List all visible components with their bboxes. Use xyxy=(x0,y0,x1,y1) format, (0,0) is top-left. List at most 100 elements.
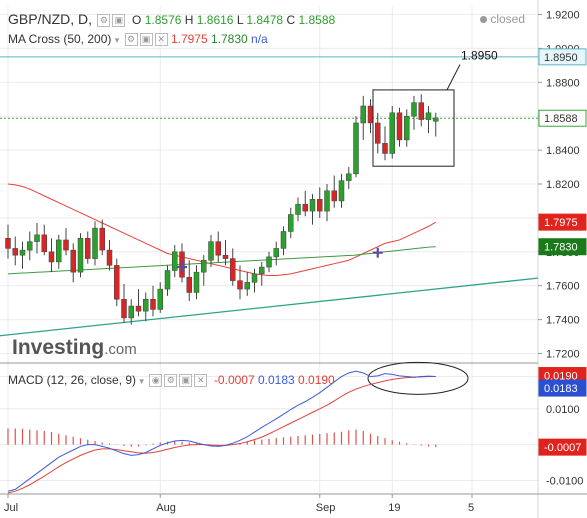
macd-signal-line xyxy=(7,376,436,494)
candle xyxy=(172,245,178,278)
candle xyxy=(375,112,381,154)
close-label: C xyxy=(286,13,296,27)
candle-body xyxy=(425,112,432,120)
ma-settings-icon[interactable]: ⚙ xyxy=(124,33,138,47)
ma-style-icon[interactable]: ▣ xyxy=(139,33,153,47)
price-tick-label: 1.9200 xyxy=(546,9,580,21)
candle-body xyxy=(396,112,403,141)
macd-hist-value: -0.0007 xyxy=(213,373,255,387)
open-label: O xyxy=(132,13,142,27)
candle xyxy=(411,95,417,130)
candle-body xyxy=(56,239,62,263)
candle xyxy=(237,265,243,300)
ma-name: MA Cross (50, 200) xyxy=(8,32,112,46)
highlight-ellipse[interactable] xyxy=(367,361,469,395)
candle-body xyxy=(92,227,98,259)
trendline-segment[interactable] xyxy=(0,277,539,337)
svg-text:0.0190: 0.0190 xyxy=(544,371,578,383)
candle-body xyxy=(164,270,171,290)
candle-body xyxy=(411,102,417,117)
price-tick-label: 1.8200 xyxy=(546,179,580,191)
ma-cross-marker xyxy=(177,262,187,273)
status-dot-icon xyxy=(480,16,487,23)
candle-body xyxy=(172,251,178,271)
candle xyxy=(5,224,11,259)
candle xyxy=(106,239,113,271)
macd-settings-icon[interactable]: ⚙ xyxy=(164,374,178,388)
macd-style-icon[interactable]: ▣ xyxy=(179,374,193,388)
candle xyxy=(56,234,62,269)
candle-body xyxy=(41,234,47,253)
style-icon[interactable]: ▣ xyxy=(112,14,126,28)
candle-body xyxy=(193,271,200,293)
candle xyxy=(121,284,127,324)
macd-visibility-icon[interactable]: ◉ xyxy=(149,374,163,388)
close-value: 1.8588 xyxy=(298,13,336,27)
candle xyxy=(280,226,287,256)
macd-tick-label: -0.0100 xyxy=(546,475,583,487)
signal-price-tag: 0.0183 xyxy=(538,379,587,397)
low-value: 1.8478 xyxy=(246,13,284,27)
ma-close-icon[interactable]: ✕ xyxy=(154,33,168,47)
candle-body xyxy=(99,227,105,251)
candle-body xyxy=(302,204,308,212)
macd-line-value: 0.0190 xyxy=(298,373,335,387)
macd-legend: MACD (12, 26, close, 9) ▾ ◉ ⚙ ▣ ✕ -0.0007 0… xyxy=(8,373,335,388)
candle-body xyxy=(273,248,279,258)
candle-body xyxy=(121,299,127,319)
candle-body xyxy=(346,173,352,181)
settings-icon[interactable]: ⚙ xyxy=(97,14,111,28)
time-tick-label: 19 xyxy=(388,502,400,514)
candle-body xyxy=(128,305,134,319)
candle-body xyxy=(5,237,11,249)
candle xyxy=(114,258,120,307)
hist-price-tag: -0.0007 xyxy=(538,438,587,456)
ma-cross-marker xyxy=(372,247,383,258)
candle xyxy=(244,272,250,296)
candle-body xyxy=(259,266,265,275)
price-tick-label: 1.7400 xyxy=(546,315,580,327)
candle xyxy=(41,224,47,256)
candle xyxy=(193,265,200,300)
candle xyxy=(346,167,352,190)
macd-close-icon[interactable]: ✕ xyxy=(194,374,208,388)
level-price-tag: 1.8950 xyxy=(538,48,587,66)
price-tick-label: 1.7200 xyxy=(546,349,580,361)
candle xyxy=(99,219,105,256)
candle-body xyxy=(331,190,337,202)
candle xyxy=(164,265,171,296)
macd-tick-label: 0.0100 xyxy=(546,404,580,416)
candle-body xyxy=(230,258,236,281)
candle xyxy=(259,261,265,286)
svg-text:1.7830: 1.7830 xyxy=(544,242,578,254)
trend-line[interactable] xyxy=(0,277,539,337)
candle xyxy=(92,221,98,266)
candle-body xyxy=(353,122,359,175)
candle-body xyxy=(19,249,26,256)
candle-body xyxy=(433,117,439,122)
macd-name: MACD (12, 26, close, 9) xyxy=(8,373,137,387)
candle xyxy=(353,116,359,178)
candle-body xyxy=(143,299,149,312)
candle-body xyxy=(77,237,84,273)
highlight-box[interactable] xyxy=(372,89,455,167)
candle-body xyxy=(201,260,207,273)
candle-body xyxy=(295,204,301,215)
candle xyxy=(266,251,272,273)
price-tick-label: 1.7600 xyxy=(546,281,580,293)
dropdown-icon[interactable]: ▾ xyxy=(114,35,120,45)
investing-logo: Investing.com xyxy=(12,336,137,359)
candle-body xyxy=(280,231,287,249)
candle-body xyxy=(288,214,294,232)
candle xyxy=(208,234,214,268)
candle xyxy=(382,126,388,161)
macd-dropdown-icon[interactable]: ▾ xyxy=(139,376,144,386)
callout-line xyxy=(446,64,461,91)
candle-body xyxy=(251,273,258,283)
candle xyxy=(157,282,163,313)
svg-text:-0.0007: -0.0007 xyxy=(544,442,581,454)
candle-body xyxy=(266,256,272,268)
candle-body xyxy=(360,105,366,124)
candle-body xyxy=(222,254,229,259)
